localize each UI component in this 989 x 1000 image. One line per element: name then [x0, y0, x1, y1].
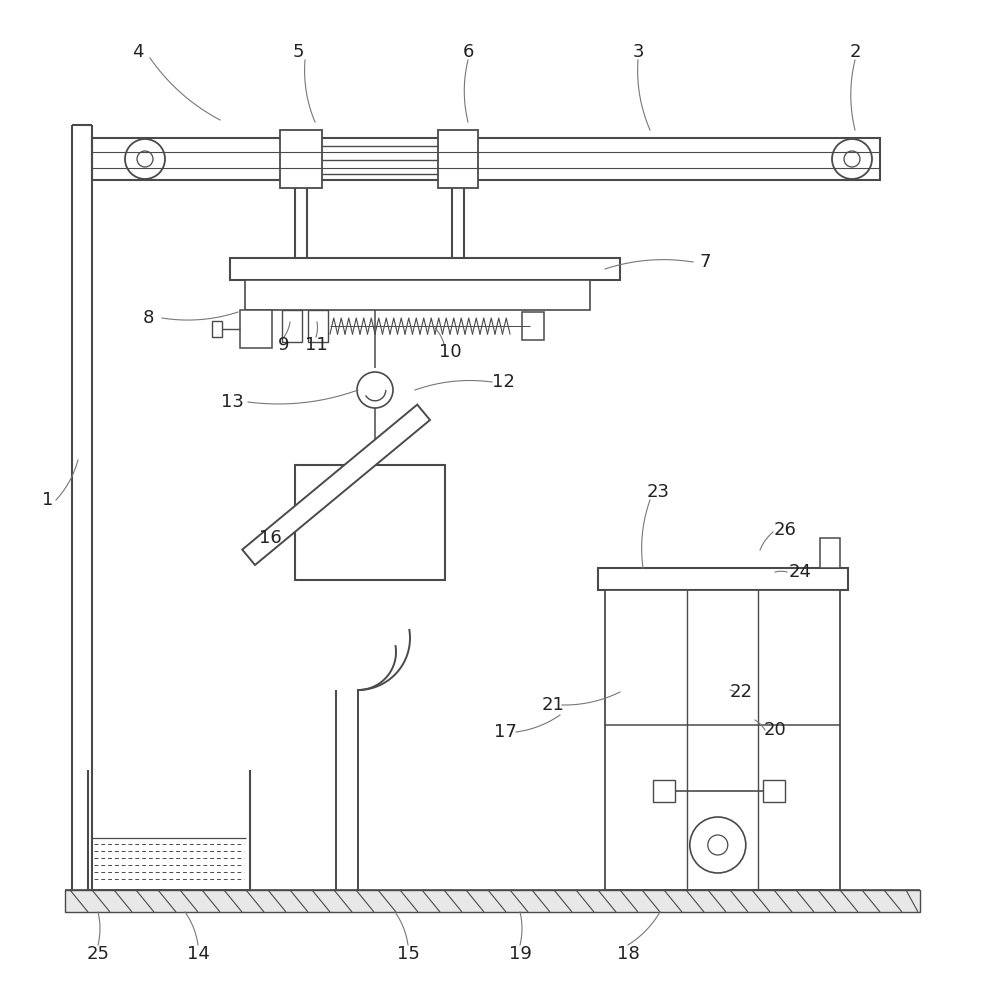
Bar: [65, 890, 920, 912]
Bar: [295, 465, 445, 580]
Text: 20: 20: [764, 721, 786, 739]
Text: 5: 5: [293, 43, 304, 61]
Text: 12: 12: [492, 373, 514, 391]
Text: 10: 10: [439, 343, 461, 361]
Bar: [522, 312, 544, 340]
Bar: [653, 780, 674, 802]
Text: 24: 24: [788, 563, 812, 581]
Circle shape: [357, 372, 393, 408]
Circle shape: [137, 151, 153, 167]
Bar: [764, 780, 785, 802]
Bar: [438, 130, 478, 188]
Text: 14: 14: [187, 945, 210, 963]
Circle shape: [832, 139, 872, 179]
Bar: [92, 138, 880, 180]
Text: 17: 17: [494, 723, 516, 741]
Bar: [240, 310, 272, 348]
Bar: [605, 590, 840, 890]
Text: 15: 15: [397, 945, 419, 963]
Circle shape: [689, 817, 746, 873]
Text: 16: 16: [259, 529, 282, 547]
Bar: [280, 130, 322, 188]
Text: 1: 1: [43, 491, 53, 509]
Text: 26: 26: [773, 521, 796, 539]
Text: 19: 19: [508, 945, 531, 963]
Bar: [245, 280, 590, 310]
Text: 2: 2: [850, 43, 860, 61]
Text: 25: 25: [86, 945, 110, 963]
Circle shape: [844, 151, 860, 167]
Bar: [598, 568, 848, 590]
Text: 23: 23: [647, 483, 670, 501]
Text: 8: 8: [142, 309, 153, 327]
Text: 13: 13: [221, 393, 243, 411]
Bar: [820, 538, 840, 568]
Text: 9: 9: [278, 336, 290, 354]
Text: 11: 11: [305, 336, 327, 354]
Text: 21: 21: [542, 696, 565, 714]
Text: 22: 22: [730, 683, 753, 701]
Polygon shape: [242, 405, 430, 565]
Bar: [308, 310, 328, 342]
Text: 7: 7: [699, 253, 711, 271]
Circle shape: [708, 835, 728, 855]
Text: 3: 3: [632, 43, 644, 61]
Text: 4: 4: [133, 43, 143, 61]
Bar: [282, 310, 302, 342]
Text: 18: 18: [616, 945, 639, 963]
Bar: [212, 321, 222, 337]
Circle shape: [125, 139, 165, 179]
Bar: [230, 258, 620, 280]
Text: 6: 6: [462, 43, 474, 61]
